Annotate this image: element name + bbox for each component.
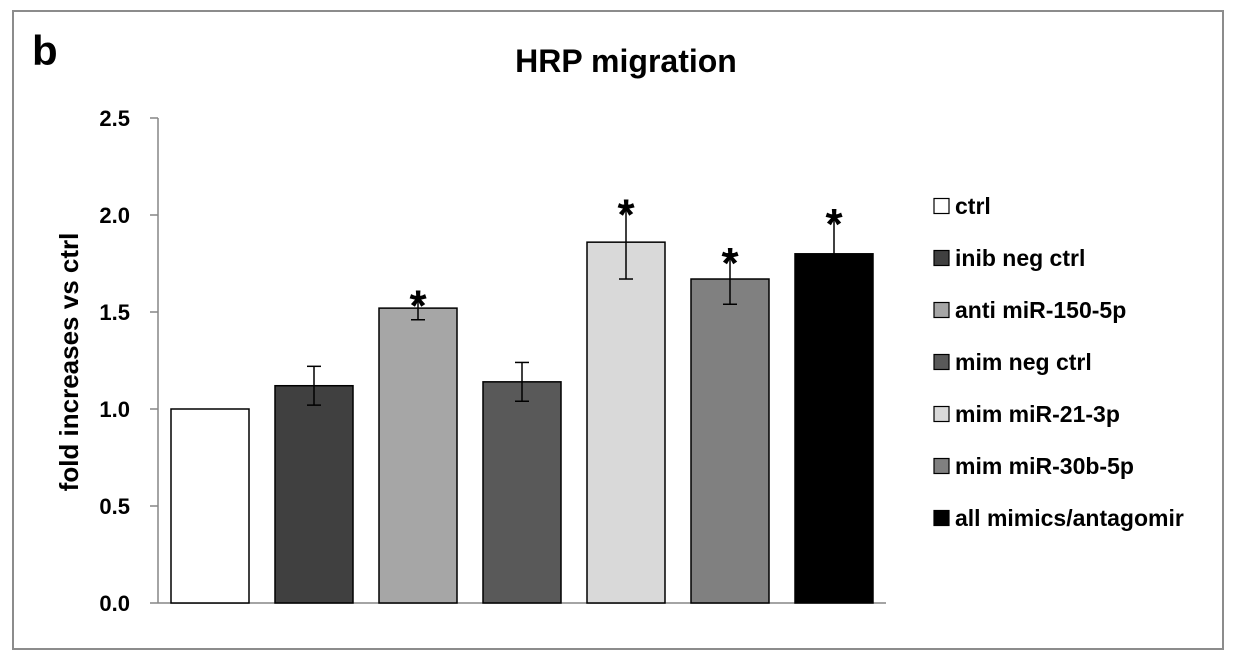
bar	[794, 253, 874, 604]
legend-swatch	[933, 249, 950, 267]
bar-chart: HRP migration fold increases vs ctrl 0.0…	[54, 43, 1184, 616]
significance-marker: *	[721, 239, 739, 288]
y-tick-label: 2.0	[99, 203, 130, 228]
y-axis-label: fold increases vs ctrl	[54, 233, 84, 492]
legend-swatch	[933, 301, 950, 319]
bar	[482, 381, 562, 604]
legend-swatch	[933, 509, 950, 527]
legend-swatch	[933, 405, 950, 423]
bar	[378, 307, 458, 604]
bar	[170, 408, 250, 604]
chart-title: HRP migration	[515, 43, 737, 79]
legend-label: mim miR-21-3p	[955, 401, 1120, 427]
bar	[690, 278, 770, 604]
y-tick-label: 0.0	[99, 591, 130, 616]
y-tick-label: 2.5	[99, 106, 130, 131]
legend-label: anti miR-150-5p	[955, 297, 1126, 323]
legend-label: inib neg ctrl	[955, 245, 1085, 271]
y-tick-label: 1.5	[99, 300, 130, 325]
y-tick-label: 1.0	[99, 397, 130, 422]
significance-marker: *	[617, 190, 635, 239]
legend-swatch	[933, 197, 950, 215]
legend-label: mim miR-30b-5p	[955, 453, 1134, 479]
legend-label: ctrl	[955, 193, 991, 219]
legend-swatch	[933, 457, 950, 475]
bar	[274, 384, 354, 604]
legend-label: mim neg ctrl	[955, 349, 1092, 375]
significance-marker: *	[825, 200, 843, 249]
legend-label: all mimics/antagomir	[955, 505, 1184, 531]
y-tick-label: 0.5	[99, 494, 130, 519]
panel-label: b	[32, 27, 58, 74]
significance-marker: *	[409, 281, 427, 330]
legend-swatch	[933, 353, 950, 371]
bar	[586, 241, 666, 604]
